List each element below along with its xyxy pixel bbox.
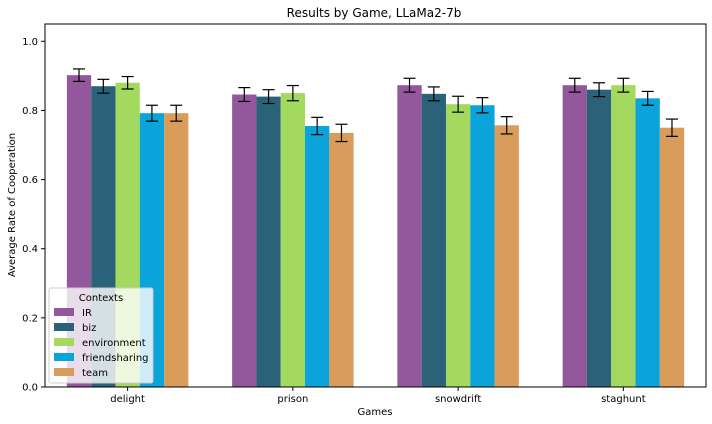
bar-IR-snowdrift — [397, 85, 422, 387]
bar-friendsharing-staghunt — [635, 98, 660, 387]
x-tick-label-prison: prison — [277, 394, 308, 405]
legend-label-team: team — [82, 368, 108, 379]
bar-environment-prison — [280, 93, 306, 388]
x-tick-label-snowdrift: snowdrift — [435, 394, 481, 405]
bar-team-prison — [329, 132, 354, 387]
y-tick-label: 0.6 — [22, 175, 38, 186]
bar-IR-prison — [232, 94, 257, 388]
legend-label-environment: environment — [82, 338, 146, 349]
legend-swatch-friendsharing — [54, 353, 74, 361]
y-tick-label: 1.0 — [22, 37, 38, 48]
legend-swatch-environment — [54, 338, 74, 346]
bar-environment-staghunt — [611, 85, 636, 387]
legend: Contexts IR biz environment friendsharing tea… — [48, 287, 154, 384]
bar-friendsharing-snowdrift — [470, 105, 495, 387]
y-tick-label: 0.0 — [22, 383, 38, 394]
chart-title: Results by Game, LLaMa2-7b — [287, 6, 462, 20]
bar-team-staghunt — [659, 127, 685, 387]
y-tick-label: 0.8 — [22, 106, 38, 117]
bar-biz-prison — [256, 96, 281, 387]
plot-frame — [44, 23, 707, 388]
y-tick-label: 0.4 — [22, 244, 38, 255]
y-tick-label: 0.2 — [22, 313, 38, 324]
y-axis-label: Average Rate of Cooperation — [7, 133, 18, 277]
bar-team-delight — [164, 113, 189, 388]
legend-swatch-IR — [54, 308, 74, 316]
error-bars-group — [73, 68, 678, 143]
legend-label-IR: IR — [82, 308, 92, 319]
y-axis: 0.0 0.2 0.4 0.6 0.8 1.0 — [22, 37, 45, 394]
legend-label-friendsharing: friendsharing — [82, 353, 149, 364]
bar-biz-snowdrift — [421, 93, 446, 387]
legend-title: Contexts — [79, 293, 123, 304]
bars-group — [66, 75, 685, 388]
bar-friendsharing-prison — [305, 125, 330, 387]
legend-label-biz: biz — [82, 323, 96, 334]
x-tick-label-staghunt: staghunt — [601, 394, 646, 405]
bar-environment-snowdrift — [445, 104, 471, 387]
x-tick-label-delight: delight — [110, 394, 145, 405]
x-axis: delight prison snowdrift staghunt — [110, 387, 646, 405]
bar-IR-staghunt — [562, 85, 587, 387]
legend-swatch-biz — [54, 323, 74, 331]
legend-swatch-team — [54, 368, 74, 376]
bar-biz-staghunt — [586, 89, 612, 387]
bar-team-snowdrift — [494, 125, 519, 388]
x-axis-label: Games — [358, 407, 393, 418]
legend-box — [48, 287, 154, 384]
